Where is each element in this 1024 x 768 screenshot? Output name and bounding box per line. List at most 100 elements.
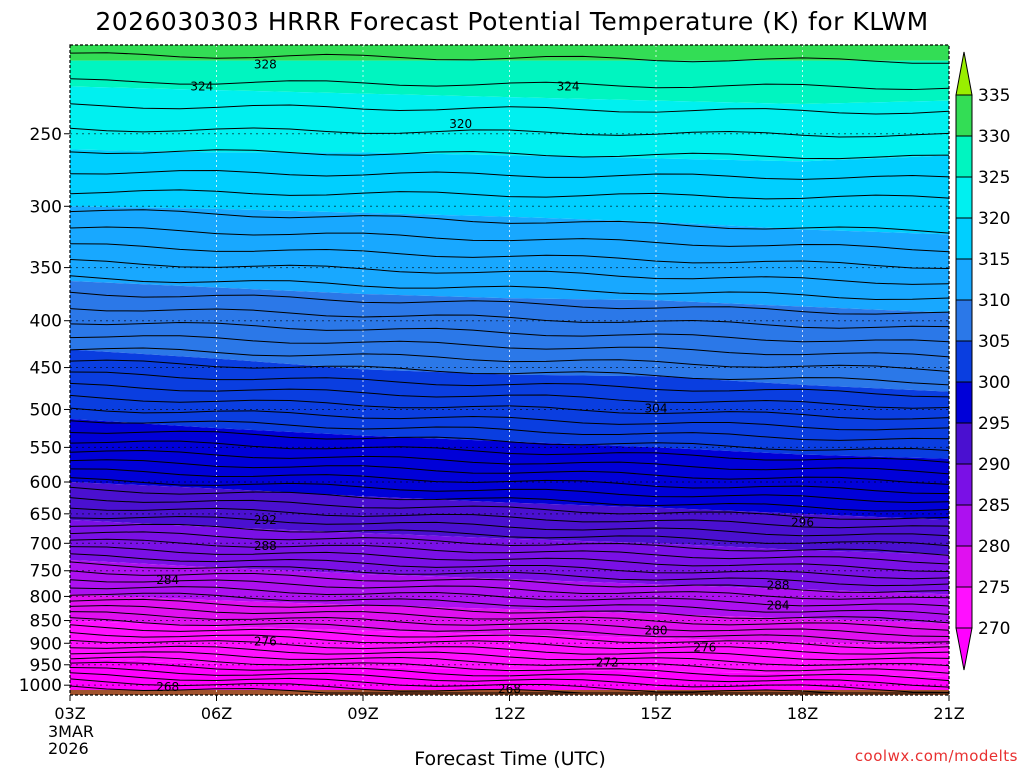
contour-line — [70, 335, 949, 358]
colorbar-label: 305 — [978, 332, 1010, 352]
x-axis-label: Forecast Time (UTC) — [414, 748, 605, 768]
contour-line — [70, 639, 949, 661]
colorbar-swatch — [955, 258, 973, 301]
contour-line — [70, 586, 949, 607]
colorbar-label: 335 — [978, 86, 1010, 106]
colorbar-label: 290 — [978, 455, 1010, 475]
contour-line — [70, 243, 949, 270]
colorbar-swatch — [955, 422, 973, 465]
contour-line — [70, 52, 949, 64]
contour-line — [70, 149, 949, 160]
contour-line — [70, 661, 949, 688]
y-tick-label: 900 — [30, 634, 62, 654]
y-tick-label: 550 — [30, 438, 62, 458]
contour-lines — [70, 52, 949, 694]
contour-labels: 328 324 324 320 304 296 292 288 288 284 284 280 276 2… — [156, 57, 814, 696]
colorbar-label: 295 — [978, 414, 1010, 434]
y-tick-label: 500 — [30, 400, 62, 420]
y-tick-label: 650 — [30, 505, 62, 525]
y-tick-label: 850 — [30, 612, 62, 632]
contour-label: 288 — [254, 539, 277, 553]
colorbar-label: 320 — [978, 209, 1010, 229]
contour-line — [70, 359, 949, 386]
contour-label: 284 — [156, 573, 179, 587]
contour-line — [70, 226, 949, 253]
contour-label: 284 — [767, 598, 790, 612]
contour-label: 268 — [498, 682, 521, 696]
contour-line — [70, 497, 949, 520]
x-date-year: 2026 — [48, 739, 89, 758]
contour-label: 320 — [449, 117, 472, 131]
x-tick-label: 21Z — [933, 704, 964, 723]
colorbar-label: 330 — [978, 127, 1010, 147]
contour-line — [70, 632, 949, 655]
contour-line — [70, 449, 949, 475]
colorbar-swatch — [955, 176, 973, 219]
colorbar-swatch — [955, 463, 973, 506]
y-tick-label: 800 — [30, 587, 62, 607]
contour-line — [70, 486, 949, 512]
contour-line — [70, 624, 949, 649]
contour-label: 324 — [190, 80, 213, 94]
x-axis: 03Z 06Z 09Z 12Z 15Z 18Z 21Z — [54, 695, 965, 723]
ground-fill — [70, 689, 949, 695]
colorbar-label: 310 — [978, 291, 1010, 311]
y-tick-label: 600 — [30, 473, 62, 493]
band-9 — [70, 481, 949, 555]
contour-line — [70, 579, 949, 600]
colorbar-swatch — [955, 94, 973, 137]
x-tick-label: 12Z — [494, 704, 525, 723]
contour-line — [70, 651, 949, 674]
contour-line — [70, 468, 949, 495]
colorbar-label: 275 — [978, 578, 1010, 598]
y-tick-label: 300 — [30, 197, 62, 217]
chart-title: 2026030303 HRRR Forecast Potential Tempe… — [95, 7, 928, 36]
contour-line — [70, 592, 949, 616]
contour-label: 268 — [156, 680, 179, 694]
contour-label: 328 — [254, 57, 277, 71]
contour-line — [70, 382, 949, 409]
y-tick-label: 950 — [30, 656, 62, 676]
x-tick-label: 18Z — [787, 704, 818, 723]
plot-frame — [69, 44, 950, 696]
credit-text: coolwx.com/modelts — [855, 747, 1018, 765]
contour-line — [70, 523, 949, 547]
band-5 — [70, 206, 949, 313]
colorbar-swatch — [955, 504, 973, 547]
contour-label: 324 — [557, 80, 580, 94]
contour-label: 304 — [645, 402, 668, 416]
contour-line — [70, 515, 949, 537]
contour-line — [70, 617, 949, 644]
y-axis: 2503003504004505005506006507007508008509… — [19, 125, 70, 696]
y-tick-label: 350 — [30, 259, 62, 279]
contour-line — [70, 430, 949, 451]
contour-line — [70, 531, 949, 556]
contour-label: 276 — [254, 634, 277, 648]
contour-label: 280 — [645, 624, 668, 638]
contour-line — [70, 209, 949, 234]
contour-line — [70, 507, 949, 529]
contour-line — [70, 258, 949, 285]
contour-line — [70, 546, 949, 572]
colorbar-label: 315 — [978, 250, 1010, 270]
colorbar-swatch — [955, 135, 973, 178]
colorbar-swatch — [955, 340, 973, 383]
contour-line — [70, 604, 949, 631]
y-tick-label: 400 — [30, 312, 62, 332]
colorbar-swatch — [955, 545, 973, 588]
band-2 — [70, 60, 949, 105]
contour-line — [70, 78, 949, 91]
y-tick-label: 250 — [30, 125, 62, 145]
colorbar-swatch — [955, 586, 973, 629]
contour-line — [70, 308, 949, 329]
contour-line — [70, 394, 949, 420]
band-7 — [70, 349, 949, 459]
colorbar-label: 325 — [978, 168, 1010, 188]
contour-line — [70, 103, 949, 115]
contour-line — [70, 645, 949, 667]
contour-line — [70, 407, 949, 431]
band-1 — [70, 45, 949, 61]
band-10 — [70, 519, 949, 595]
band-8 — [70, 418, 949, 520]
